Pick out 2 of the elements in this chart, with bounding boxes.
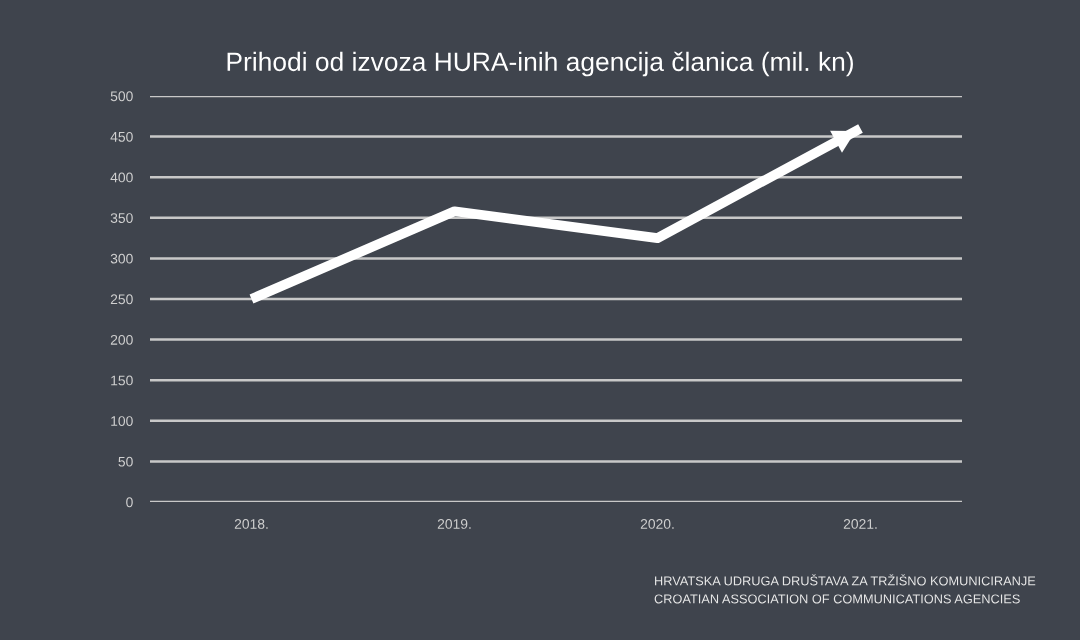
chart-title: Prihodi od izvoza HURA-inih agencija članica (mil. kn) xyxy=(227,51,853,77)
line-series xyxy=(246,123,866,304)
